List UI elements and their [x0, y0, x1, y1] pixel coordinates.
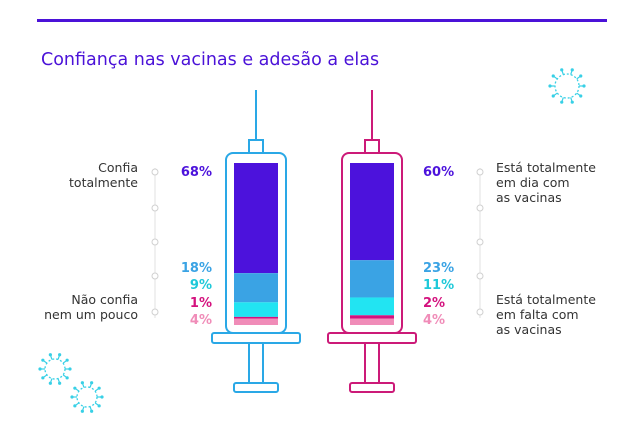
- virus-spike-tip: [41, 358, 45, 362]
- bar-segment: [350, 297, 394, 316]
- syringe-hub: [248, 139, 264, 154]
- virus-spike-tip: [551, 74, 555, 78]
- virus-spike-tip: [48, 381, 52, 385]
- virus-spike-tip: [560, 68, 564, 72]
- virus-spike-tip: [58, 353, 62, 357]
- virus-spike-tip: [73, 386, 77, 390]
- data-label: 18%: [181, 261, 212, 276]
- guide-dot: [476, 204, 484, 212]
- data-label: 68%: [181, 165, 212, 180]
- virus-spike-tip: [97, 404, 101, 408]
- virus-body: [76, 386, 98, 408]
- virus-body: [554, 73, 580, 99]
- virus-spike-tip: [560, 100, 564, 104]
- virus-spike-tip: [97, 386, 101, 390]
- virus-spike-tip: [68, 367, 72, 371]
- virus-spike-tip: [551, 94, 555, 98]
- data-label: 60%: [423, 165, 454, 180]
- virus-spike-tip: [41, 376, 45, 380]
- data-label: 1%: [190, 296, 212, 311]
- virus-body: [44, 358, 66, 380]
- virus-spike-tip: [80, 381, 84, 385]
- bar-segment: [350, 318, 394, 325]
- annotation-right-top: as vacinas: [496, 190, 562, 205]
- guide-dot: [151, 308, 159, 316]
- data-label: 9%: [190, 278, 212, 293]
- guide-dot: [151, 272, 159, 280]
- top-rule: [37, 19, 607, 22]
- data-label: 4%: [190, 313, 212, 328]
- virus-icon: [548, 68, 586, 104]
- bar-segment: [350, 315, 394, 319]
- virus-spike-tip: [58, 381, 62, 385]
- bar-segment: [234, 163, 278, 274]
- virus-spike-tip: [100, 395, 104, 399]
- data-label: 11%: [423, 278, 454, 293]
- virus-spike-tip: [582, 84, 586, 88]
- guide-dot: [476, 272, 484, 280]
- virus-spike-tip: [90, 409, 94, 413]
- guide-dot: [476, 168, 484, 176]
- bar-segment: [234, 273, 278, 303]
- syringe-1: [211, 90, 301, 393]
- annotation-left-top: totalmente: [69, 175, 138, 190]
- bar-segment: [350, 163, 394, 261]
- data-label: 4%: [423, 313, 445, 328]
- syringe-flange: [327, 332, 417, 344]
- syringe-hub: [364, 139, 380, 154]
- annotation-left-top: Confia: [98, 160, 138, 175]
- syringe-plunger-head: [349, 382, 395, 393]
- annotation-right-top: Está totalmente: [496, 160, 596, 175]
- virus-spike-tip: [65, 358, 69, 362]
- virus-icon: [70, 381, 104, 413]
- guide-dot: [476, 238, 484, 246]
- chart-title: Confiança nas vacinas e adesão a elas: [41, 50, 380, 70]
- annotation-left-bottom: Não confia: [71, 292, 138, 307]
- virus-spike-tip: [65, 376, 69, 380]
- annotation-left-bottom: nem um pouco: [44, 307, 138, 322]
- annotation-right-top: em dia com: [496, 175, 570, 190]
- virus-spike-tip: [579, 94, 583, 98]
- annotation-right-bottom: as vacinas: [496, 322, 562, 337]
- bar-segment: [234, 302, 278, 317]
- syringe-plunger-rod: [364, 342, 380, 384]
- virus-spike-tip: [570, 100, 574, 104]
- virus-spike-tip: [73, 404, 77, 408]
- virus-spike-tip: [70, 395, 74, 399]
- annotation-right-bottom: em falta com: [496, 307, 579, 322]
- bar-segment: [234, 318, 278, 325]
- virus-spike-tip: [38, 367, 42, 371]
- syringe-2: [327, 90, 417, 393]
- bar-segment: [350, 260, 394, 298]
- guide-dot: [476, 308, 484, 316]
- virus-spike-tip: [570, 68, 574, 72]
- guide-dot: [151, 168, 159, 176]
- virus-spike-tip: [548, 84, 552, 88]
- syringe-plunger-rod: [248, 342, 264, 384]
- syringe-plunger-head: [233, 382, 279, 393]
- guide-dot: [151, 204, 159, 212]
- data-label: 23%: [423, 261, 454, 276]
- virus-spike-tip: [579, 74, 583, 78]
- syringe-flange: [211, 332, 301, 344]
- virus-spike-tip: [90, 381, 94, 385]
- virus-icon: [38, 353, 72, 385]
- annotation-right-bottom: Está totalmente: [496, 292, 596, 307]
- data-label: 2%: [423, 296, 445, 311]
- bar-segment: [234, 316, 278, 319]
- virus-spike-tip: [48, 353, 52, 357]
- virus-spike-tip: [80, 409, 84, 413]
- guide-dot: [151, 238, 159, 246]
